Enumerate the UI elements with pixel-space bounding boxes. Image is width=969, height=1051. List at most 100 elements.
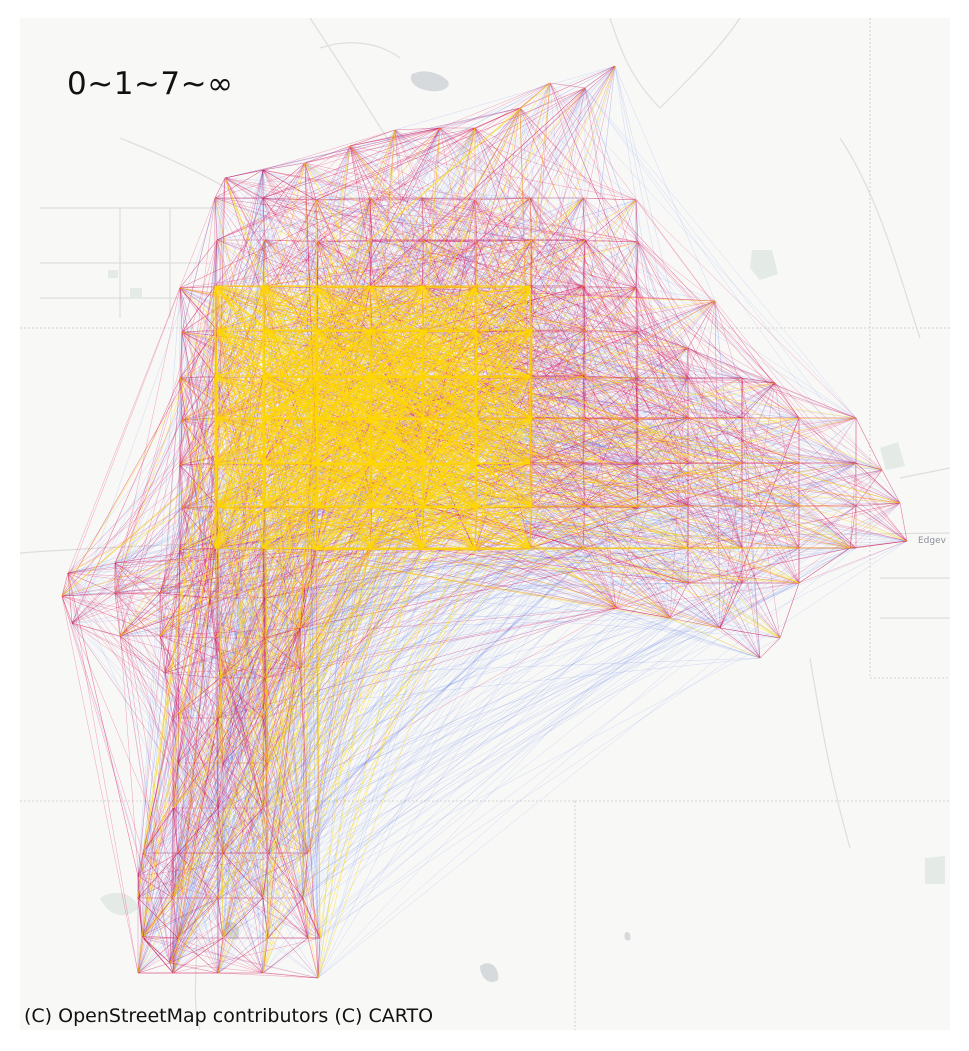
network-edge [137,852,144,877]
network-edge [264,547,851,599]
network-edge [529,300,716,377]
network-edge [614,65,716,302]
network-edge [423,505,584,549]
network-edge [582,375,689,464]
network-edge [114,562,264,899]
network-edge [741,382,776,464]
network-edge [172,807,224,939]
network-map-canvas[interactable] [20,18,950,1030]
network-edge [267,897,304,939]
network-edge [169,637,781,964]
network-edge [474,127,637,289]
network-edge [741,505,800,584]
network-edge [741,377,781,639]
network-edge [141,717,264,937]
network-edge [582,329,586,377]
network-edge [214,505,857,639]
network-edge [474,107,521,129]
network-edge [474,507,639,551]
network-edge [114,592,121,637]
network-edge [741,469,883,507]
network-edge [584,505,671,619]
network-edge [584,417,743,549]
network-edge [137,419,639,974]
network-edge [137,875,143,937]
network-edge [635,287,689,379]
network-edge [159,547,216,594]
network-edge [549,82,584,199]
network-edge [635,464,639,509]
network-edge [181,419,219,809]
network-edge [262,607,617,809]
network-edge [137,875,174,974]
network-edge [216,127,441,241]
network-edge [262,375,857,464]
water-body [410,71,449,92]
network-edge [741,382,776,419]
network-edge [421,462,617,609]
network-edge [741,547,781,639]
network-edge [61,595,139,974]
network-edge [369,462,743,549]
network-edge [714,300,721,629]
network-edge [264,607,617,679]
network-edge [635,377,689,466]
network-edge [61,505,689,597]
network-edge [349,145,531,287]
network-edge [476,377,689,509]
network-edge [142,587,306,854]
map-frame[interactable]: 0~1~7~∞ Edgev (C) OpenStreetMap contribu… [20,18,950,1030]
network-edge [181,507,266,639]
network-edge [582,547,689,584]
network-edge [369,197,586,241]
network-edge [637,331,743,549]
network-edge [179,377,211,599]
network-edge [172,807,309,854]
network-edge [141,677,266,937]
network-edge [137,592,161,899]
network-edge [584,505,639,509]
network-edge [114,562,301,669]
network-edge [349,145,908,542]
network-edge [669,582,689,619]
network-edge [224,177,531,199]
network-edge [119,635,166,674]
network-edge [302,897,309,939]
network-edge [224,177,317,201]
network-edge [582,507,639,549]
network-edge [317,87,586,333]
network-edge [179,549,321,939]
network-edge [584,239,689,379]
network-edge [214,547,221,679]
network-edge [615,607,671,619]
network-edge [219,657,761,679]
network-edge [582,285,617,609]
network-edge [67,572,319,979]
network-edge [179,287,211,599]
network-edge [304,162,425,331]
network-edge [529,375,800,507]
network-edge [214,162,306,549]
network-edge [61,595,266,679]
network-edge [304,162,425,241]
network-edge [529,377,689,464]
network-edge [159,377,181,637]
network-edge [264,82,551,241]
network-edge [349,127,441,147]
network-edge [519,107,531,199]
network-edge [61,595,216,639]
network-edge [315,87,586,201]
network-edge [302,547,800,899]
network-edge [687,300,716,349]
network-edge [222,507,639,764]
network-edge [635,199,800,419]
network-edge [317,377,689,979]
network-edge [519,107,743,464]
network-edge [179,549,301,669]
network-edge [582,197,776,384]
network-edge [635,377,689,466]
network-edge [177,505,218,939]
network-edge [476,65,616,421]
network-edge [179,377,221,679]
road [809,657,851,849]
